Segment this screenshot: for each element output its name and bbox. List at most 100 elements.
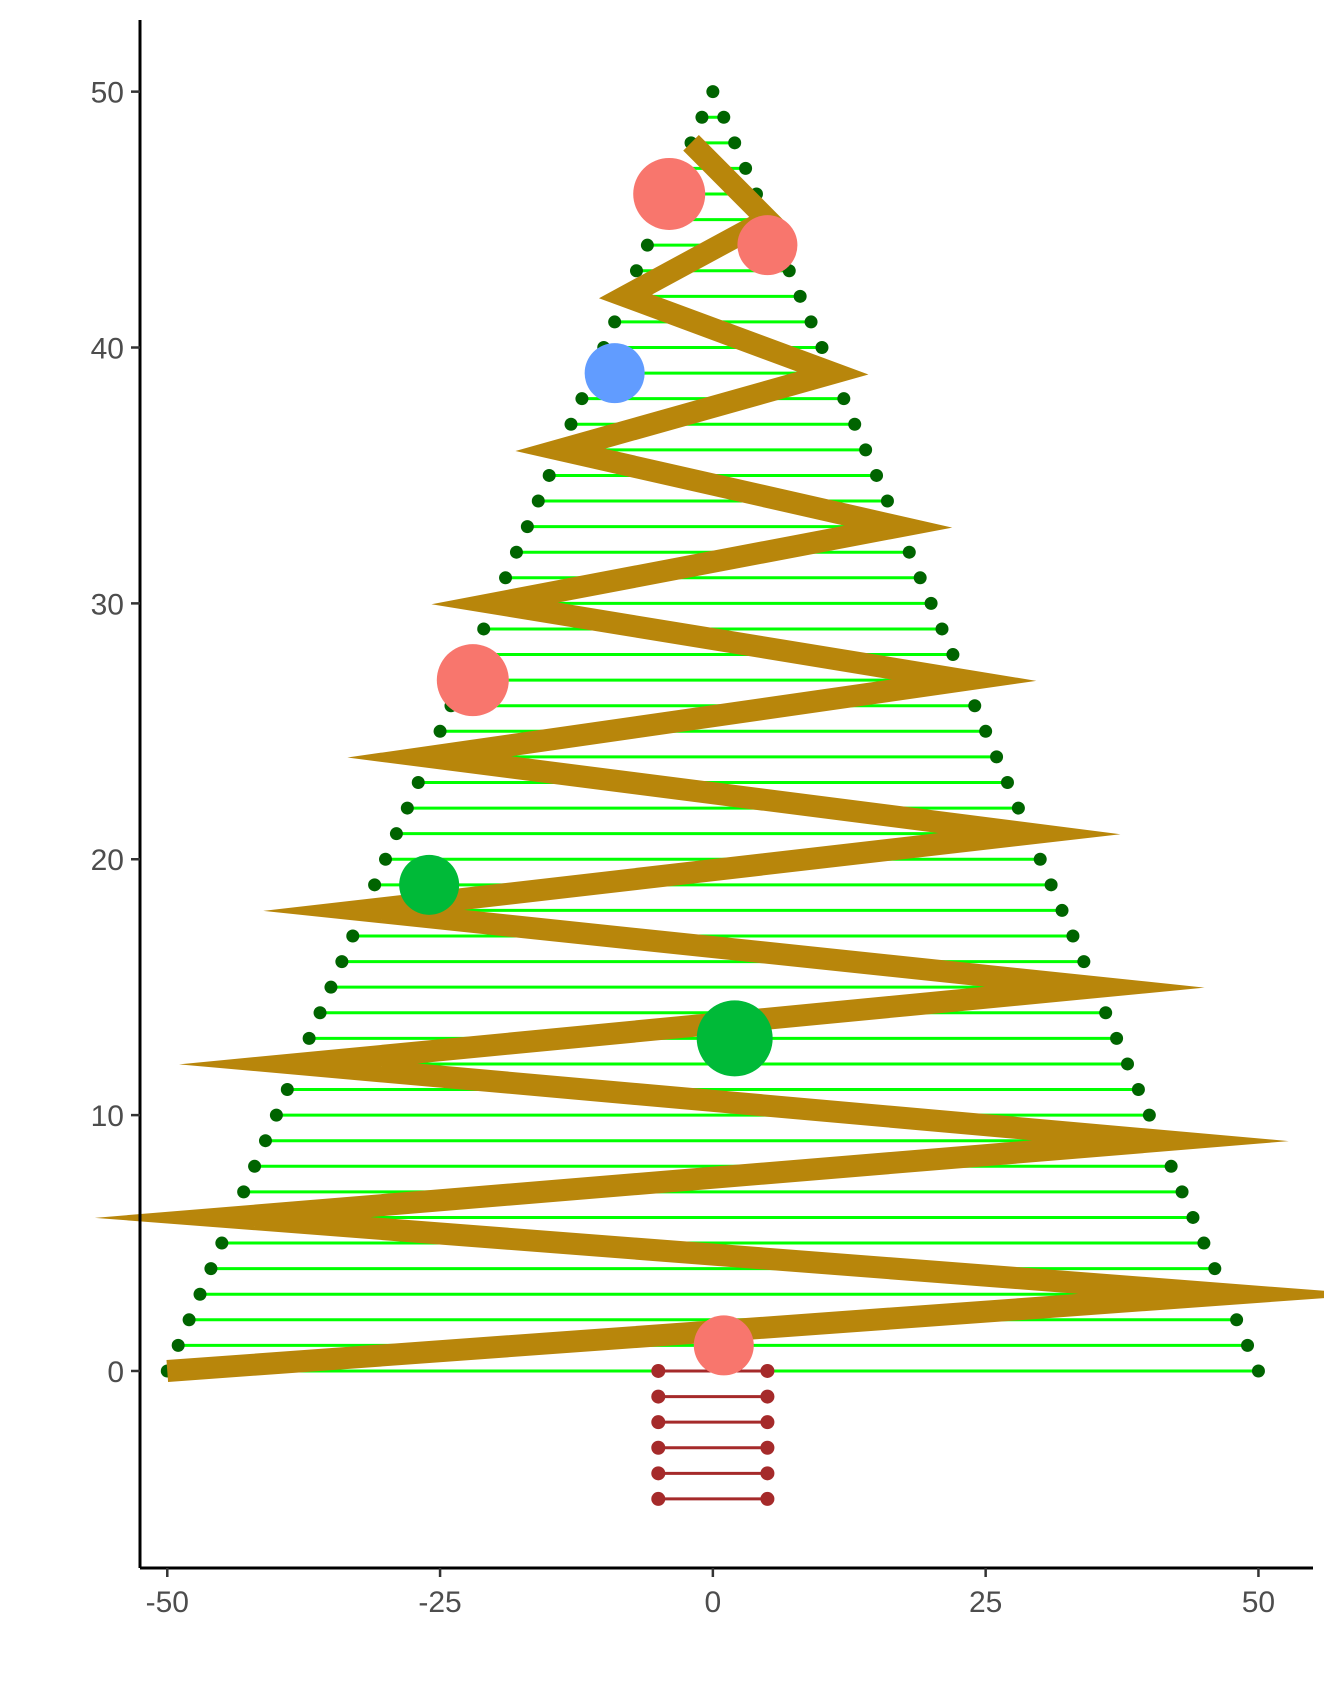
outline-point: [520, 520, 534, 534]
outline-point: [990, 750, 1004, 764]
outline-point: [935, 622, 949, 636]
y-tick-label: 20: [91, 844, 124, 877]
outline-point: [411, 775, 425, 789]
outline-point: [258, 1134, 272, 1148]
outline-point: [1066, 929, 1080, 943]
trunk-point: [760, 1389, 775, 1404]
y-tick-label: 50: [91, 77, 124, 110]
trunk-point: [651, 1415, 666, 1430]
outline-point: [313, 1006, 327, 1020]
outline-point: [695, 110, 709, 124]
trunk-point: [651, 1440, 666, 1455]
outline-point: [1230, 1313, 1244, 1327]
outline-point: [215, 1236, 229, 1250]
outline-point: [171, 1338, 185, 1352]
outline-point: [182, 1313, 196, 1327]
outline-point: [1197, 1236, 1211, 1250]
outline-point: [1251, 1364, 1265, 1378]
outline-point: [608, 315, 622, 329]
outline-point: [924, 596, 938, 610]
outline-point: [477, 622, 491, 636]
outline-point: [324, 980, 338, 994]
outline-point: [204, 1262, 218, 1276]
outline-point: [509, 545, 523, 559]
ornament: [633, 157, 706, 230]
outline-point: [640, 238, 654, 252]
outline-point: [531, 494, 545, 508]
trunk-point: [651, 1363, 666, 1378]
outline-point: [280, 1083, 294, 1097]
trunk-point: [760, 1363, 775, 1378]
outline-point: [564, 417, 578, 431]
trunk-point: [651, 1466, 666, 1481]
outline-point: [368, 878, 382, 892]
outline-point: [1099, 1006, 1113, 1020]
y-tick-label: 10: [91, 1100, 124, 1133]
outline-point: [804, 315, 818, 329]
outline-point: [968, 699, 982, 713]
trunk-point: [760, 1466, 775, 1481]
outline-point: [870, 468, 884, 482]
outline-point: [1000, 775, 1014, 789]
ornament: [737, 215, 798, 276]
outline-point: [400, 801, 414, 815]
outline-point: [837, 392, 851, 406]
outline-point: [1164, 1159, 1178, 1173]
outline-point: [848, 417, 862, 431]
outline-point: [542, 468, 556, 482]
outline-point: [717, 110, 731, 124]
outline-point: [302, 1031, 316, 1045]
outline-point: [237, 1185, 251, 1199]
y-tick-label: 30: [91, 588, 124, 621]
outline-point: [1241, 1338, 1255, 1352]
outline-point: [902, 545, 916, 559]
garland: [94, 135, 1324, 1382]
outline-point: [1110, 1031, 1124, 1045]
outline-point: [1077, 955, 1091, 969]
trunk-point: [760, 1415, 775, 1430]
outline-point: [739, 161, 753, 175]
axes: 0 10 20 30 40 50 -50 -25 0 25 50: [91, 20, 1313, 1619]
outline-point: [1142, 1108, 1156, 1122]
outline-point: [1011, 801, 1025, 815]
outline-point: [1175, 1185, 1189, 1199]
y-tick-label: 0: [107, 1356, 124, 1389]
ornaments: [399, 157, 798, 1376]
x-tick-label: -50: [146, 1586, 189, 1619]
outline-point: [269, 1108, 283, 1122]
trunk-point: [760, 1440, 775, 1455]
outline-point: [859, 443, 873, 457]
outline-point: [1208, 1262, 1222, 1276]
outline-point: [880, 494, 894, 508]
outline-point: [1121, 1057, 1135, 1071]
outline-point: [499, 571, 513, 585]
ornament: [693, 1315, 754, 1376]
tree-trunk: [651, 1363, 775, 1506]
trunk-point: [651, 1491, 666, 1506]
outline-point: [629, 264, 643, 278]
outline-point: [815, 341, 829, 355]
y-tick-label: 40: [91, 333, 124, 366]
outline-point: [335, 955, 349, 969]
outline-point: [389, 827, 403, 841]
outline-point: [913, 571, 927, 585]
outline-point: [346, 929, 360, 943]
ornament: [584, 343, 645, 404]
garland-line: [94, 135, 1324, 1382]
x-tick-label: 0: [705, 1586, 722, 1619]
ornament: [399, 854, 460, 915]
outline-point: [979, 724, 993, 738]
outline-point: [728, 136, 742, 150]
ornament: [696, 1000, 773, 1077]
outline-point: [1044, 878, 1058, 892]
outline-point: [1033, 852, 1047, 866]
outline-point: [1055, 903, 1069, 917]
trunk-point: [651, 1389, 666, 1404]
x-tick-label: 25: [969, 1586, 1002, 1619]
outline-point: [706, 85, 720, 99]
x-axis-ticks: -50 -25 0 25 50: [146, 1568, 1275, 1619]
outline-point: [793, 289, 807, 303]
outline-point: [193, 1287, 207, 1301]
y-axis-ticks: 0 10 20 30 40 50: [91, 77, 140, 1389]
